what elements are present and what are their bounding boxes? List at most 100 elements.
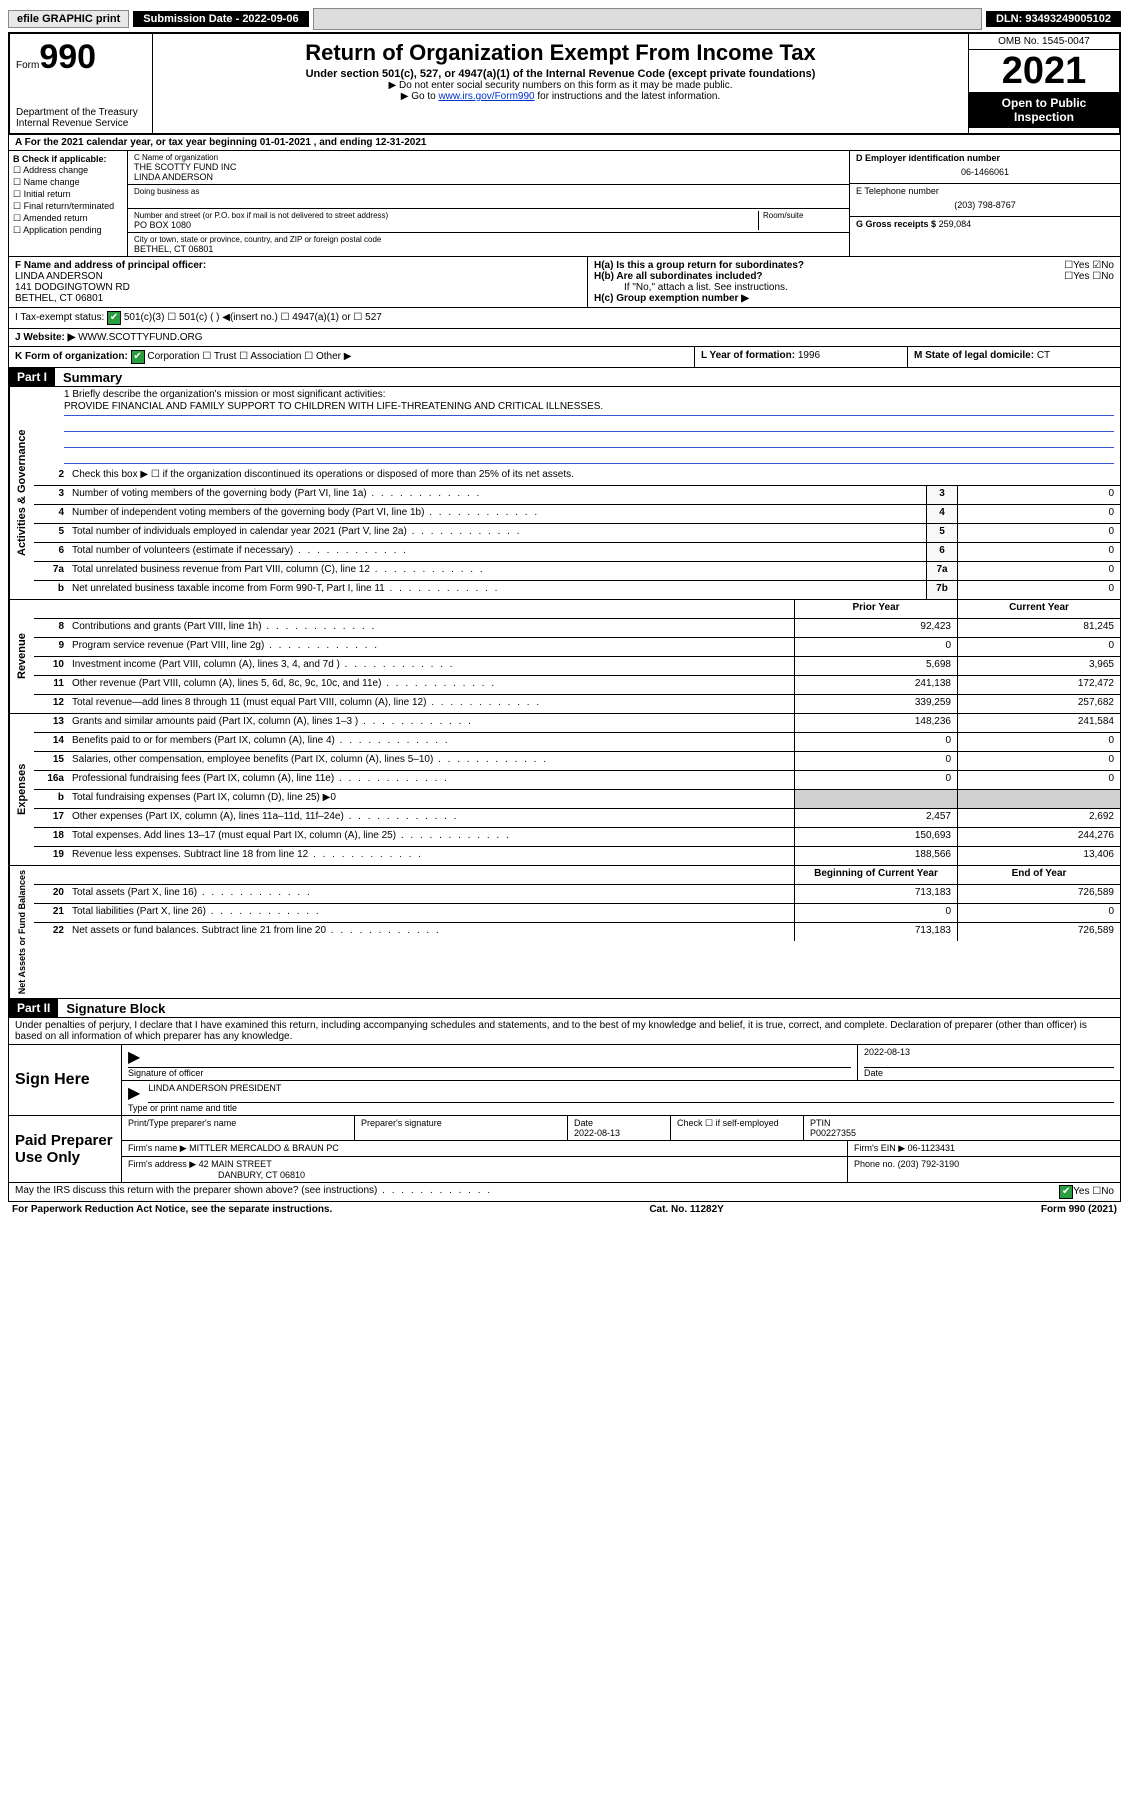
firm-addr2: DANBURY, CT 06810	[128, 1170, 841, 1180]
irs-link[interactable]: www.irs.gov/Form990	[438, 91, 534, 102]
l-label: L Year of formation:	[701, 350, 795, 361]
chk-address[interactable]: Address change	[13, 165, 123, 176]
gov-row: 5Total number of individuals employed in…	[34, 524, 1120, 543]
k-label: K Form of organization:	[15, 351, 128, 362]
revenue-section: Revenue Prior Year Current Year 8Contrib…	[8, 600, 1121, 714]
hb-ans: ☐Yes ☐No	[1064, 271, 1114, 282]
net-header: Beginning of Current Year End of Year	[34, 866, 1120, 885]
form-title: Return of Organization Exempt From Incom…	[157, 40, 964, 66]
omb: OMB No. 1545-0047	[969, 34, 1119, 50]
expense-row: 14Benefits paid to or for members (Part …	[34, 733, 1120, 752]
phone: (203) 792-3190	[898, 1159, 960, 1169]
mission-label: 1 Briefly describe the organization's mi…	[64, 389, 1114, 400]
expense-row: 15Salaries, other compensation, employee…	[34, 752, 1120, 771]
officer-name: LINDA ANDERSON PRESIDENT	[148, 1083, 1114, 1103]
irs-label: Internal Revenue Service	[16, 118, 146, 129]
gross: 259,084	[939, 219, 972, 229]
gov-row: 2Check this box ▶ ☐ if the organization …	[34, 467, 1120, 486]
part1-tag: Part I	[9, 368, 55, 386]
tel: (203) 798-8767	[856, 196, 1114, 214]
j-label: J Website: ▶	[15, 332, 75, 343]
part2-header: Part II Signature Block	[8, 999, 1121, 1018]
firm-ein-label: Firm's EIN ▶	[854, 1143, 905, 1153]
ha-ans: ☐Yes ☑No	[1064, 260, 1114, 271]
submission-date: Submission Date - 2022-09-06	[133, 11, 308, 27]
expense-row: 16aProfessional fundraising fees (Part I…	[34, 771, 1120, 790]
may-irs-row: May the IRS discuss this return with the…	[8, 1183, 1121, 1202]
website: WWW.SCOTTYFUND.ORG	[78, 332, 202, 343]
sig-officer-label: Signature of officer	[128, 1068, 851, 1078]
footer-mid: Cat. No. 11282Y	[649, 1204, 723, 1215]
row-fh: F Name and address of principal officer:…	[8, 257, 1121, 308]
row-i: I Tax-exempt status: ✔ 501(c)(3) ☐ 501(c…	[15, 311, 1114, 325]
ein: 06-1466061	[856, 163, 1114, 181]
line-a: A For the 2021 calendar year, or tax yea…	[8, 135, 1121, 151]
hc-label: H(c) Group exemption number ▶	[594, 293, 1114, 304]
chk-initial[interactable]: Initial return	[13, 189, 123, 200]
col-b-title: B Check if applicable:	[13, 154, 123, 164]
f-label: F Name and address of principal officer:	[15, 260, 581, 271]
gross-label: G Gross receipts $	[856, 219, 936, 229]
gov-row: 4Number of independent voting members of…	[34, 505, 1120, 524]
form-header: Form990 Department of the Treasury Inter…	[8, 32, 1121, 135]
i-label: I Tax-exempt status:	[15, 312, 104, 323]
prep-date: 2022-08-13	[574, 1128, 664, 1138]
expenses-section: Expenses 13Grants and similar amounts pa…	[8, 714, 1121, 866]
prep-sig-label: Preparer's signature	[361, 1118, 561, 1128]
col-d: D Employer identification number 06-1466…	[850, 151, 1120, 256]
expense-row: 13Grants and similar amounts paid (Part …	[34, 714, 1120, 733]
header-left: Form990 Department of the Treasury Inter…	[10, 34, 153, 133]
mission-blank3	[64, 449, 1114, 464]
expense-row: 19Revenue less expenses. Subtract line 1…	[34, 847, 1120, 865]
expense-row: bTotal fundraising expenses (Part IX, co…	[34, 790, 1120, 809]
firm-name: MITTLER MERCALDO & BRAUN PC	[189, 1143, 339, 1153]
expense-row: 18Total expenses. Add lines 13–17 (must …	[34, 828, 1120, 847]
blank-bar	[313, 8, 982, 30]
row-klm: K Form of organization: ✔ Corporation ☐ …	[8, 347, 1121, 368]
check-corp: ✔	[131, 350, 145, 364]
part2-title: Signature Block	[58, 1001, 165, 1016]
chk-pending[interactable]: Application pending	[13, 225, 123, 236]
ptin-label: PTIN	[810, 1118, 1114, 1128]
side-revenue: Revenue	[9, 600, 34, 713]
hb-label: H(b) Are all subordinates included?	[594, 271, 763, 282]
sign-date: 2022-08-13	[864, 1047, 1114, 1068]
prep-print-label: Print/Type preparer's name	[128, 1118, 348, 1128]
preparer-label: Paid Preparer Use Only	[9, 1116, 122, 1182]
efile-button[interactable]: efile GRAPHIC print	[8, 10, 129, 28]
side-expenses: Expenses	[9, 714, 34, 865]
addr: PO BOX 1080	[134, 220, 758, 230]
header-right: OMB No. 1545-0047 2021 Open to Public In…	[968, 34, 1119, 133]
net-row: 21Total liabilities (Part X, line 26)00	[34, 904, 1120, 923]
mission-text: PROVIDE FINANCIAL AND FAMILY SUPPORT TO …	[64, 401, 1114, 416]
gov-row: 3Number of voting members of the governi…	[34, 486, 1120, 505]
expense-row: 17Other expenses (Part IX, column (A), l…	[34, 809, 1120, 828]
chk-final[interactable]: Final return/terminated	[13, 201, 123, 212]
check-501c3: ✔	[107, 311, 121, 325]
org-name2: LINDA ANDERSON	[134, 172, 843, 182]
name-label: C Name of organization	[134, 153, 843, 162]
penalty-text: Under penalties of perjury, I declare th…	[8, 1018, 1121, 1045]
gov-row: 6Total number of volunteers (estimate if…	[34, 543, 1120, 562]
tel-label: E Telephone number	[856, 186, 1114, 196]
row-h: H(a) Is this a group return for subordin…	[588, 257, 1120, 307]
mission-blank2	[64, 433, 1114, 448]
governance-section: Activities & Governance 1 Briefly descri…	[8, 387, 1121, 600]
officer-name-label: Type or print name and title	[128, 1103, 1114, 1113]
note1: ▶ Do not enter social security numbers o…	[157, 80, 964, 91]
revenue-row: 9Program service revenue (Part VIII, lin…	[34, 638, 1120, 657]
chk-name[interactable]: Name change	[13, 177, 123, 188]
revenue-row: 10Investment income (Part VIII, column (…	[34, 657, 1120, 676]
gov-row: 7aTotal unrelated business revenue from …	[34, 562, 1120, 581]
chk-amended[interactable]: Amended return	[13, 213, 123, 224]
phone-label: Phone no.	[854, 1159, 895, 1169]
net-row: 22Net assets or fund balances. Subtract …	[34, 923, 1120, 941]
hb-note: If "No," attach a list. See instructions…	[594, 282, 1114, 293]
may-irs-text: May the IRS discuss this return with the…	[15, 1185, 492, 1199]
prep-date-label: Date	[574, 1118, 664, 1128]
org-name1: THE SCOTTY FUND INC	[134, 162, 843, 172]
preparer-block: Paid Preparer Use Only Print/Type prepar…	[8, 1116, 1121, 1183]
mission-blank1	[64, 417, 1114, 432]
dln: DLN: 93493249005102	[986, 11, 1121, 27]
form-subtitle: Under section 501(c), 527, or 4947(a)(1)…	[157, 68, 964, 80]
